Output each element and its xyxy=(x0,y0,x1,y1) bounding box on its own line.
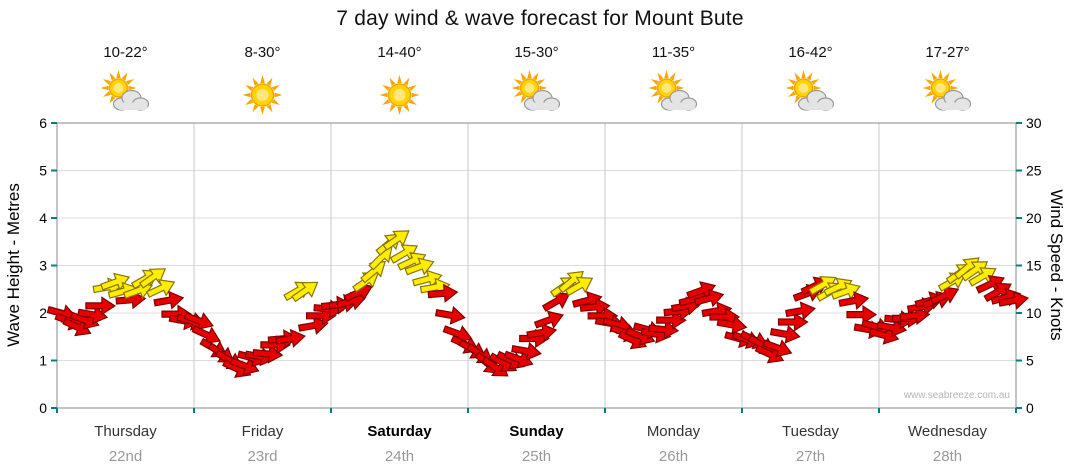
day-temp-range: 8-30° xyxy=(244,44,280,61)
day-headers: 10-22° Thursday 22nd 8-30° Friday 23rd 14-40°… xyxy=(94,44,987,465)
wave-tick-label: 5 xyxy=(39,163,47,179)
wind-arrow xyxy=(929,286,960,306)
wind-arrow xyxy=(762,339,793,358)
wind-arrow xyxy=(656,310,687,330)
wind-arrow xyxy=(769,324,801,344)
cloud-icon xyxy=(112,89,150,111)
day-temp-range: 14-40° xyxy=(377,44,421,61)
day-name-label: Monday xyxy=(647,423,701,440)
wind-arrow xyxy=(291,281,319,303)
knots-tick-label: 5 xyxy=(1026,353,1034,369)
wind-arrow xyxy=(777,312,809,332)
day-name-label: Saturday xyxy=(367,423,432,440)
day-name-label: Tuesday xyxy=(782,423,839,440)
day-date-label: 24th xyxy=(385,448,414,465)
wind-arrow xyxy=(252,344,284,364)
day-date-label: 25th xyxy=(522,448,551,465)
day-date-label: 28th xyxy=(933,448,962,465)
day-temp-range: 17-27° xyxy=(925,44,969,61)
wind-arrow xyxy=(229,357,260,376)
wind-arrow xyxy=(648,320,680,340)
wave-tick-label: 2 xyxy=(39,305,47,321)
knots-tick-label: 0 xyxy=(1026,400,1034,416)
knots-tick-label: 30 xyxy=(1026,115,1042,131)
wind-arrow xyxy=(899,306,931,326)
day-date-label: 26th xyxy=(659,448,688,465)
wind-arrow xyxy=(427,283,459,303)
wind-arrow xyxy=(998,290,1030,310)
wave-tick-label: 6 xyxy=(39,115,47,131)
wind-arrow xyxy=(145,279,176,298)
wind-arrow xyxy=(526,322,558,342)
knots-tick-label: 10 xyxy=(1026,305,1042,321)
wind-arrow xyxy=(785,301,816,321)
wind-arrow xyxy=(85,296,116,316)
y-axis-right: 0 5 10 15 20 25 30 xyxy=(1016,115,1042,416)
wind-arrows-layer xyxy=(46,230,1030,378)
day-temp-range: 10-22° xyxy=(103,44,147,61)
day-name-label: Thursday xyxy=(94,423,157,440)
wind-arrow xyxy=(579,297,611,317)
wave-tick-label: 0 xyxy=(39,400,47,416)
wind-arrow xyxy=(297,316,329,335)
wind-arrow xyxy=(876,318,908,338)
wind-arrow xyxy=(838,291,870,311)
wind-arrow xyxy=(716,315,748,335)
watermark: www.seabreeze.com.au xyxy=(903,390,1010,401)
x-axis-ticks xyxy=(56,408,1017,413)
sun-icon xyxy=(379,75,420,115)
sun-icon xyxy=(242,75,283,115)
wind-arrow xyxy=(191,325,221,345)
y-axis-left: 0 1 2 3 4 5 6 xyxy=(39,115,57,416)
wind-arrow xyxy=(77,305,109,325)
cloud-icon xyxy=(660,89,698,111)
day-name-label: Friday xyxy=(242,423,284,440)
wind-arrow xyxy=(533,310,564,329)
day-date-label: 23rd xyxy=(247,448,277,465)
wind-arrow xyxy=(846,304,878,325)
page-title: 7 day wind & wave forecast for Mount But… xyxy=(336,7,744,30)
wind-arrow xyxy=(382,230,410,251)
wave-tick-label: 4 xyxy=(39,210,47,226)
wind-arrow xyxy=(183,312,214,331)
day-name-label: Wednesday xyxy=(908,423,987,440)
knots-tick-label: 20 xyxy=(1026,210,1042,226)
wind-arrow xyxy=(138,268,167,289)
wind-arrow xyxy=(541,292,571,312)
wave-tick-label: 1 xyxy=(39,353,47,369)
wind-arrow xyxy=(564,276,594,297)
wind-arrow xyxy=(503,350,534,369)
day-temp-range: 15-30° xyxy=(514,44,558,61)
sun-icon xyxy=(648,70,685,106)
knots-tick-label: 15 xyxy=(1026,258,1042,274)
cloud-icon xyxy=(934,89,972,111)
cloud-icon xyxy=(523,89,561,111)
knots-tick-label: 25 xyxy=(1026,163,1042,179)
day-name-label: Sunday xyxy=(509,423,564,440)
wave-tick-label: 3 xyxy=(39,258,47,274)
day-date-label: 27th xyxy=(796,448,825,465)
day-date-label: 22nd xyxy=(109,448,142,465)
cloud-icon xyxy=(797,89,835,111)
wind-arrow xyxy=(434,305,466,325)
wind-arrow xyxy=(511,341,542,361)
day-temp-range: 16-42° xyxy=(788,44,832,61)
wind-arrow xyxy=(868,326,900,345)
wind-arrow xyxy=(153,290,185,310)
day-temp-range: 11-35° xyxy=(652,44,695,61)
wind-arrow xyxy=(275,328,306,348)
wind-arrow xyxy=(693,288,725,308)
